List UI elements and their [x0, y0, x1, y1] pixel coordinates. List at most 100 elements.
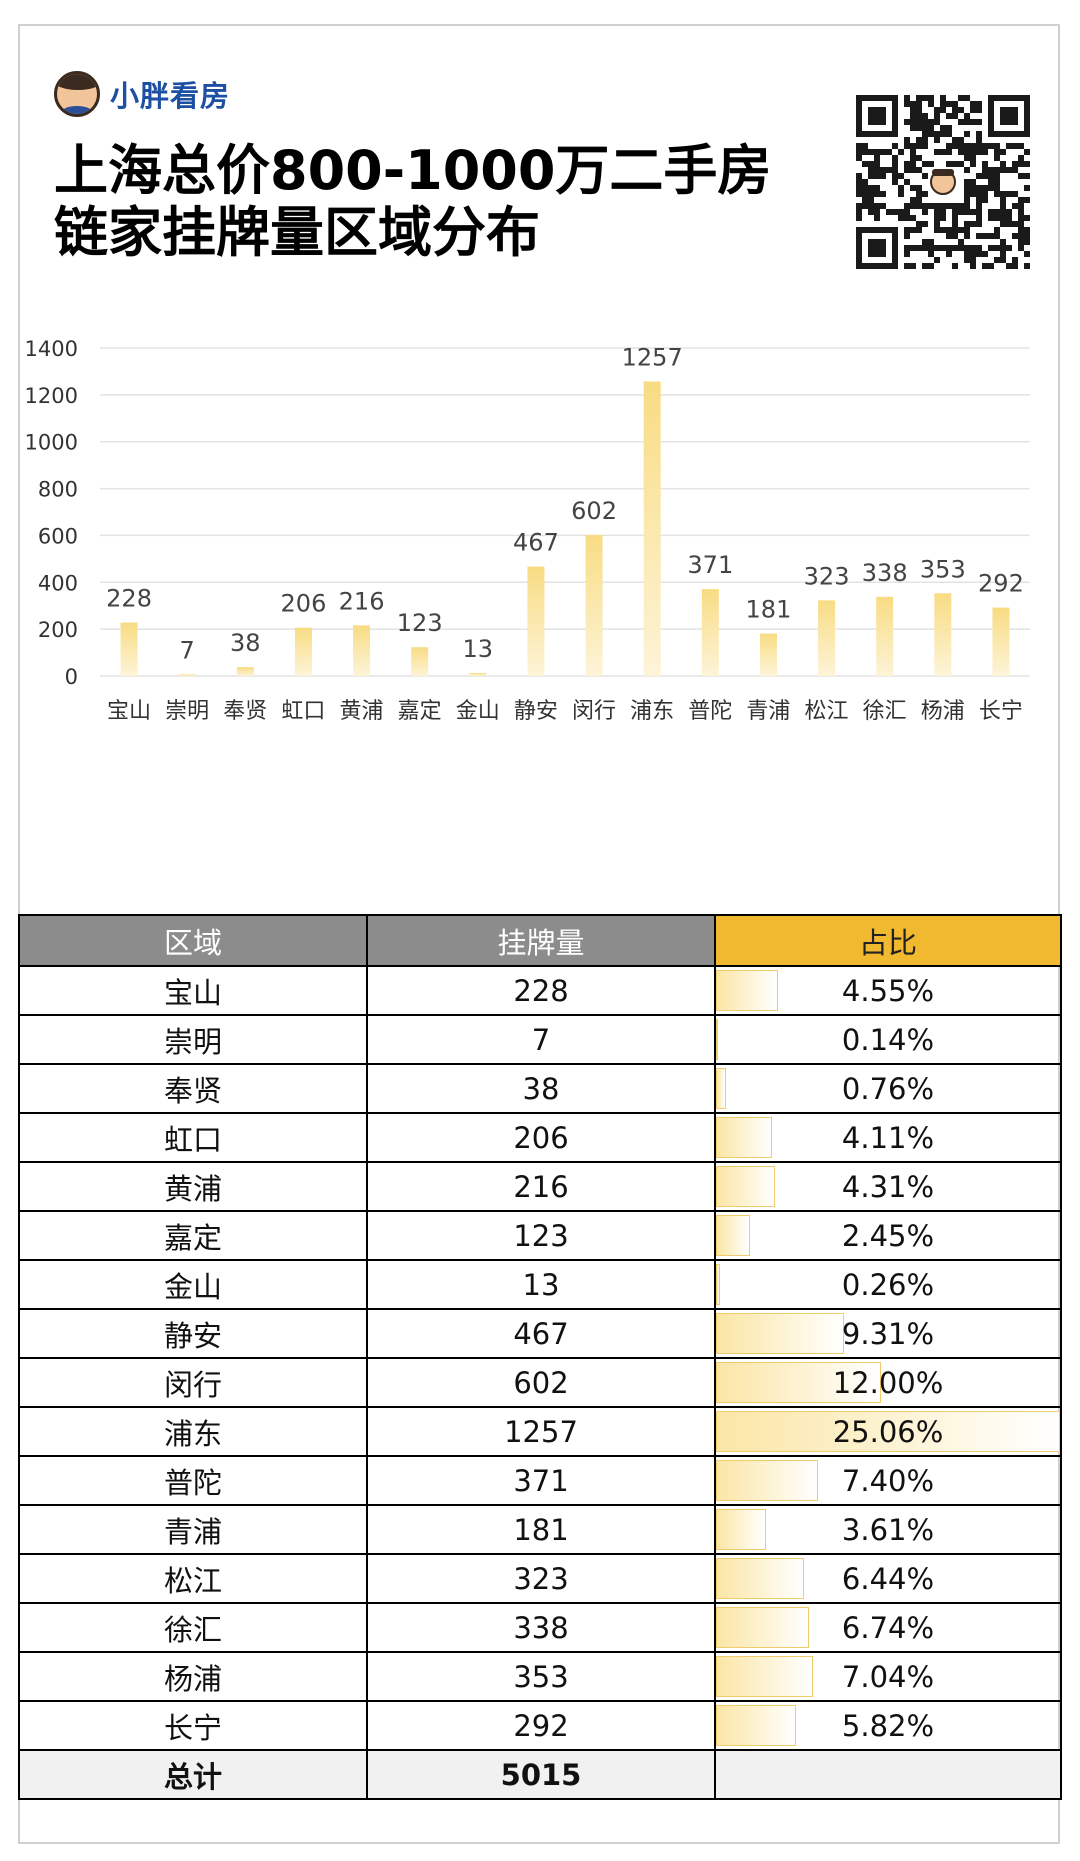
share-value: 5.82%: [841, 1708, 935, 1743]
share-databar: [716, 1313, 844, 1354]
share-databar: [716, 1166, 776, 1207]
share-databar: [716, 1362, 881, 1403]
data-label: 123: [397, 609, 443, 637]
y-axis-ticks: 0 200 400 600 800 1000 1200 1400: [25, 337, 78, 689]
header-region[interactable]: 区域: [18, 914, 368, 967]
table-header-row: 区域 挂牌量 占比: [18, 914, 1062, 967]
data-label: 602: [571, 497, 617, 525]
table-row: 徐汇 338 6.74%: [18, 1602, 1062, 1653]
qr-code-icon[interactable]: [856, 95, 1030, 269]
share-value: 0.14%: [841, 1022, 935, 1057]
table-row: 奉贤 38 0.76%: [18, 1063, 1062, 1114]
cell-count: 323: [366, 1553, 716, 1604]
cell-share: 12.00%: [714, 1357, 1062, 1408]
y-tick-label: 400: [38, 571, 78, 595]
header-count[interactable]: 挂牌量: [366, 914, 716, 967]
data-label: 323: [804, 562, 850, 590]
cell-region: 宝山: [18, 965, 368, 1016]
x-tick-label: 青浦: [746, 699, 790, 724]
share-value: 25.06%: [832, 1414, 944, 1449]
cell-share: 4.55%: [714, 965, 1062, 1016]
brand-header: 小胖看房: [54, 70, 230, 118]
cell-share: 4.31%: [714, 1161, 1062, 1212]
cell-region: 普陀: [18, 1455, 368, 1506]
cell-region: 浦东: [18, 1406, 368, 1457]
share-databar: [716, 1607, 809, 1648]
bar: [353, 625, 371, 676]
share-value: 2.45%: [841, 1218, 935, 1253]
share-databar: [716, 1460, 818, 1501]
cell-count: 206: [366, 1112, 716, 1163]
table-row: 虹口 206 4.11%: [18, 1112, 1062, 1163]
share-value: 0.76%: [841, 1071, 935, 1106]
table-row: 青浦 181 3.61%: [18, 1504, 1062, 1555]
cell-region: 松江: [18, 1553, 368, 1604]
cell-region: 青浦: [18, 1504, 368, 1555]
data-labels: 228 7 38 206 216 123 13 467 602 1257 371 181 323 338 3…: [106, 344, 1024, 665]
bar: [294, 627, 312, 676]
x-tick-label: 杨浦: [921, 699, 965, 724]
share-value: 6.74%: [841, 1610, 935, 1645]
total-count: 5015: [366, 1749, 716, 1800]
cell-share: 0.26%: [714, 1259, 1062, 1310]
share-value: 7.04%: [841, 1659, 935, 1694]
cell-region: 闵行: [18, 1357, 368, 1408]
bar: [411, 647, 429, 676]
cell-share: 4.11%: [714, 1112, 1062, 1163]
cell-region: 嘉定: [18, 1210, 368, 1261]
share-databar: [716, 1019, 718, 1060]
table-row: 杨浦 353 7.04%: [18, 1651, 1062, 1702]
cell-region: 长宁: [18, 1700, 368, 1751]
cell-share: 25.06%: [714, 1406, 1062, 1457]
bar: [585, 534, 603, 676]
data-label: 467: [513, 529, 559, 557]
cell-count: 371: [366, 1455, 716, 1506]
share-value: 7.40%: [841, 1463, 935, 1498]
bar: [643, 381, 661, 676]
cell-count: 1257: [366, 1406, 716, 1457]
data-label: 1257: [622, 344, 683, 372]
y-tick-label: 1200: [25, 384, 78, 408]
brand-name: 小胖看房: [110, 79, 231, 113]
x-tick-label: 闵行: [572, 699, 616, 724]
cell-share: 5.82%: [714, 1700, 1062, 1751]
cell-region: 杨浦: [18, 1651, 368, 1702]
cell-count: 13: [366, 1259, 716, 1310]
table-row: 浦东 1257 25.06%: [18, 1406, 1062, 1457]
table-row: 崇明 7 0.14%: [18, 1014, 1062, 1065]
bar: [759, 633, 777, 676]
share-value: 4.55%: [841, 973, 935, 1008]
x-tick-label: 普陀: [688, 699, 732, 724]
share-value: 12.00%: [832, 1365, 944, 1400]
cell-count: 38: [366, 1063, 716, 1114]
table-row: 普陀 371 7.40%: [18, 1455, 1062, 1506]
y-tick-label: 800: [38, 478, 78, 502]
y-tick-label: 200: [38, 618, 78, 642]
share-databar: [716, 1558, 805, 1599]
x-tick-label: 静安: [514, 699, 558, 724]
x-tick-label: 长宁: [979, 699, 1023, 724]
page-title: 上海总价800-1000万二手房 链家挂牌量区域分布: [54, 139, 772, 264]
bar: [236, 667, 254, 676]
cell-share: 6.74%: [714, 1602, 1062, 1653]
cell-count: 216: [366, 1161, 716, 1212]
header-share[interactable]: 占比: [714, 914, 1062, 967]
table-row: 静安 467 9.31%: [18, 1308, 1062, 1359]
table-row: 金山 13 0.26%: [18, 1259, 1062, 1310]
data-label: 371: [687, 551, 733, 579]
bar: [818, 600, 836, 676]
cell-count: 7: [366, 1014, 716, 1065]
cell-share: 9.31%: [714, 1308, 1062, 1359]
table-total-row: 总计 5015: [18, 1749, 1062, 1800]
share-databar: [716, 1509, 766, 1550]
chart-gridlines: [100, 347, 1030, 677]
share-value: 4.11%: [841, 1120, 935, 1155]
bar: [992, 607, 1010, 676]
share-value: 9.31%: [841, 1316, 935, 1351]
share-value: 0.26%: [841, 1267, 935, 1302]
data-label: 292: [978, 570, 1024, 598]
chart-bars: [120, 381, 1010, 676]
cell-region: 静安: [18, 1308, 368, 1359]
y-tick-label: 1000: [25, 431, 78, 455]
data-label: 338: [862, 559, 908, 587]
